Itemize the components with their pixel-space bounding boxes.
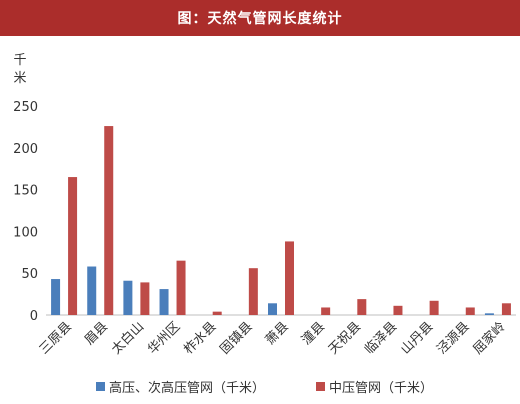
legend-label: 中压管网（千米） [329,381,433,396]
y-axis-ticks: 0 50 100 150 200 250 [13,100,38,324]
x-category-label: 萧县 [263,319,292,348]
y-tick-label: 50 [21,267,38,282]
x-category-label: 太白山 [108,319,147,358]
bar [465,307,475,315]
bar [123,280,133,315]
legend-label: 高压、次高压管网（千米） [109,380,265,396]
y-tick-label: 100 [13,225,38,240]
bar [357,299,367,315]
y-axis-unit: 千米 [13,53,26,86]
x-category-label: 眉县 [82,319,111,348]
bars-group [51,126,511,316]
bar [68,177,78,315]
x-category-label: 华州区 [145,319,183,357]
x-category-label: 山丹县 [398,319,436,357]
x-category-label: 临泽县 [362,319,400,357]
x-category-label: 泾源县 [434,319,472,357]
bar [212,311,222,315]
x-category-label: 柞水县 [181,319,219,357]
bar [140,282,150,315]
bar [321,307,331,315]
bar [159,289,169,315]
legend-swatch [96,382,105,391]
bar [51,279,61,315]
x-category-label: 三原县 [37,319,75,357]
chart-title: 图：天然气管网长度统计 [0,0,520,36]
y-axis-label-char: 米 [13,71,26,86]
y-tick-label: 150 [13,184,38,199]
y-tick-label: 250 [13,100,38,115]
bar [393,305,403,315]
x-category-label: 屈家岭 [470,319,509,358]
bar [87,266,97,315]
x-category-label: 潼县 [298,319,328,349]
bar [285,241,294,315]
y-axis-label-char: 千 [13,53,26,68]
bar [501,303,511,315]
bar [248,268,258,315]
y-tick-label: 200 [13,142,38,157]
x-category-label: 天祝县 [326,319,364,357]
y-tick-label: 0 [30,309,38,324]
bar [429,300,439,315]
x-category-label: 固镇县 [217,319,255,357]
bar [268,303,277,315]
legend: 高压、次高压管网（千米） 中压管网（千米） [96,380,433,396]
bar [176,260,186,315]
bar [104,126,114,316]
bar [484,313,494,315]
legend-swatch [316,382,325,391]
